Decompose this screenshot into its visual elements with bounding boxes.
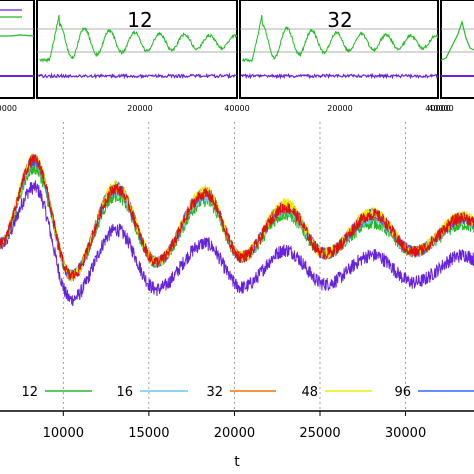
inset-green-line [39, 14, 238, 64]
inset-right-tick-40000: 40000 [428, 104, 453, 113]
insets-row: 40000 12 20000 40000 32 20000 40000 [0, 0, 474, 113]
series-line-6622dd [0, 180, 474, 307]
main-lines [0, 153, 474, 307]
x-tick-label: 25000 [299, 426, 340, 441]
inset-32-label: 32 [327, 8, 352, 32]
inset-12-tick-20000: 20000 [127, 104, 152, 113]
inset-purple-line [240, 72, 439, 80]
inset-left-green-line [0, 34, 35, 37]
x-tick-label: 30000 [385, 426, 426, 441]
inset-32-lines [240, 14, 439, 80]
x-tick-label: 20000 [214, 426, 255, 441]
legend-label: 32 [206, 385, 223, 400]
legend-label: 48 [301, 385, 318, 400]
inset-32-tick-40000: 40000 [425, 104, 450, 113]
inset-32-frame [239, 0, 439, 99]
legend: 12 16 32 48 96 [21, 385, 474, 400]
legend-label: 12 [21, 385, 38, 400]
x-axis-label: t [234, 454, 240, 470]
inset-green-line [242, 14, 439, 63]
legend-label: 16 [116, 385, 133, 400]
series-line-96 [0, 154, 474, 282]
inset-12-frame [36, 0, 238, 99]
inset-left-frame [0, 0, 35, 99]
inset-right-partial: 40000 [428, 0, 474, 113]
inset-12-tick-40000: 40000 [224, 104, 249, 113]
inset-32: 32 20000 40000 [239, 0, 451, 113]
series-line-32 [0, 155, 474, 281]
x-ticks: 10000 15000 20000 25000 30000 [43, 411, 426, 441]
series-line-12 [0, 162, 474, 280]
inset-12-label: 12 [127, 8, 152, 32]
inset-32-tick-20000: 20000 [327, 104, 352, 113]
inset-right-green-line [440, 19, 474, 61]
x-tick-label: 15000 [128, 426, 169, 441]
main-chart: 10000 15000 20000 25000 30000 t 12 16 32 48 96 [0, 122, 474, 470]
inset-left-partial: 40000 [0, 0, 35, 113]
main-grid [62, 122, 406, 411]
series-line-dd1111 [0, 154, 474, 280]
series-line-48 [0, 153, 474, 282]
x-tick-label: 10000 [43, 426, 84, 441]
series-line-16 [0, 157, 474, 282]
inset-12-lines [37, 14, 238, 80]
inset-purple-line [37, 72, 238, 80]
inset-right-frame [440, 0, 474, 99]
legend-label: 96 [394, 385, 411, 400]
inset-left-tick-40000: 40000 [0, 104, 17, 113]
inset-12: 12 20000 40000 [36, 0, 250, 113]
